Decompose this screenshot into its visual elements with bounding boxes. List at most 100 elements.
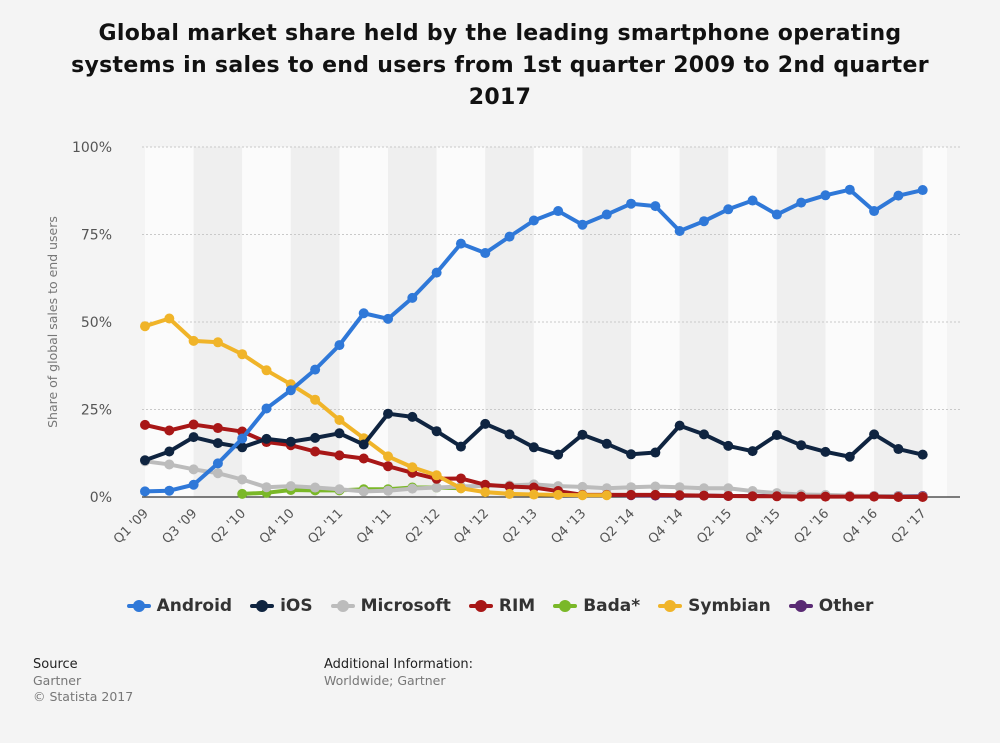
- data-point[interactable]: [480, 418, 491, 429]
- data-point[interactable]: [164, 425, 175, 436]
- data-point[interactable]: [237, 442, 248, 453]
- data-point[interactable]: [383, 408, 394, 419]
- data-point[interactable]: [212, 458, 223, 469]
- data-point[interactable]: [796, 491, 807, 502]
- data-point[interactable]: [188, 419, 199, 430]
- data-point[interactable]: [844, 491, 855, 502]
- data-point[interactable]: [796, 197, 807, 208]
- data-point[interactable]: [747, 446, 758, 457]
- data-point[interactable]: [601, 438, 612, 449]
- data-point[interactable]: [553, 206, 564, 217]
- data-point[interactable]: [796, 440, 807, 451]
- data-point[interactable]: [869, 206, 880, 217]
- data-point[interactable]: [917, 449, 928, 460]
- data-point[interactable]: [358, 486, 369, 497]
- data-point[interactable]: [747, 491, 758, 502]
- legend-item[interactable]: iOS: [250, 596, 313, 616]
- data-point[interactable]: [820, 446, 831, 457]
- data-point[interactable]: [577, 429, 588, 440]
- data-point[interactable]: [771, 491, 782, 502]
- data-point[interactable]: [869, 491, 880, 502]
- data-point[interactable]: [650, 489, 661, 500]
- data-point[interactable]: [212, 337, 223, 348]
- legend-item[interactable]: RIM: [468, 596, 535, 616]
- data-point[interactable]: [626, 449, 637, 460]
- data-point[interactable]: [358, 308, 369, 319]
- data-point[interactable]: [723, 204, 734, 215]
- data-point[interactable]: [893, 190, 904, 201]
- data-point[interactable]: [844, 184, 855, 195]
- data-point[interactable]: [455, 238, 466, 249]
- data-point[interactable]: [310, 432, 321, 443]
- data-point[interactable]: [310, 394, 321, 405]
- data-point[interactable]: [261, 403, 272, 414]
- data-point[interactable]: [601, 209, 612, 220]
- data-point[interactable]: [237, 488, 248, 499]
- data-point[interactable]: [626, 482, 637, 493]
- data-point[interactable]: [285, 385, 296, 396]
- data-point[interactable]: [504, 481, 515, 492]
- data-point[interactable]: [674, 490, 685, 501]
- data-point[interactable]: [528, 489, 539, 500]
- data-point[interactable]: [601, 490, 612, 501]
- data-point[interactable]: [358, 439, 369, 450]
- data-point[interactable]: [480, 248, 491, 259]
- data-point[interactable]: [820, 491, 831, 502]
- data-point[interactable]: [723, 440, 734, 451]
- data-point[interactable]: [917, 492, 928, 502]
- data-point[interactable]: [261, 433, 272, 444]
- data-point[interactable]: [917, 185, 928, 196]
- data-point[interactable]: [455, 483, 466, 494]
- data-point[interactable]: [164, 459, 175, 470]
- source-name[interactable]: Gartner: [33, 673, 82, 688]
- data-point[interactable]: [431, 267, 442, 278]
- data-point[interactable]: [698, 490, 709, 501]
- data-point[interactable]: [455, 473, 466, 484]
- data-point[interactable]: [723, 490, 734, 501]
- data-point[interactable]: [334, 428, 345, 439]
- data-point[interactable]: [164, 313, 175, 324]
- data-point[interactable]: [650, 481, 661, 492]
- data-point[interactable]: [188, 432, 199, 443]
- data-point[interactable]: [480, 479, 491, 490]
- data-point[interactable]: [237, 433, 248, 444]
- data-point[interactable]: [310, 446, 321, 457]
- data-point[interactable]: [504, 488, 515, 499]
- data-point[interactable]: [334, 340, 345, 351]
- data-point[interactable]: [164, 446, 175, 457]
- data-point[interactable]: [188, 335, 199, 346]
- data-point[interactable]: [698, 216, 709, 227]
- legend-item[interactable]: Symbian: [658, 596, 771, 616]
- data-point[interactable]: [553, 489, 564, 500]
- data-point[interactable]: [237, 474, 248, 485]
- data-point[interactable]: [212, 423, 223, 434]
- legend-item[interactable]: Other: [788, 596, 873, 616]
- data-point[interactable]: [771, 430, 782, 441]
- data-point[interactable]: [383, 451, 394, 462]
- data-point[interactable]: [140, 321, 150, 332]
- data-point[interactable]: [188, 464, 199, 475]
- legend-item[interactable]: Microsoft: [330, 596, 451, 616]
- data-point[interactable]: [383, 485, 394, 496]
- data-point[interactable]: [528, 482, 539, 493]
- data-point[interactable]: [140, 455, 150, 466]
- data-point[interactable]: [674, 420, 685, 431]
- data-point[interactable]: [577, 481, 588, 492]
- data-point[interactable]: [431, 482, 442, 493]
- data-point[interactable]: [771, 209, 782, 220]
- data-point[interactable]: [504, 231, 515, 242]
- data-point[interactable]: [577, 490, 588, 501]
- data-point[interactable]: [407, 411, 418, 422]
- data-point[interactable]: [674, 226, 685, 236]
- data-point[interactable]: [626, 489, 637, 500]
- data-point[interactable]: [310, 364, 321, 375]
- data-point[interactable]: [140, 419, 150, 430]
- data-point[interactable]: [504, 429, 515, 440]
- data-point[interactable]: [212, 438, 223, 449]
- data-point[interactable]: [723, 483, 734, 494]
- data-point[interactable]: [553, 449, 564, 460]
- data-point[interactable]: [869, 429, 880, 440]
- data-point[interactable]: [650, 201, 661, 212]
- data-point[interactable]: [407, 483, 418, 494]
- data-point[interactable]: [334, 415, 345, 425]
